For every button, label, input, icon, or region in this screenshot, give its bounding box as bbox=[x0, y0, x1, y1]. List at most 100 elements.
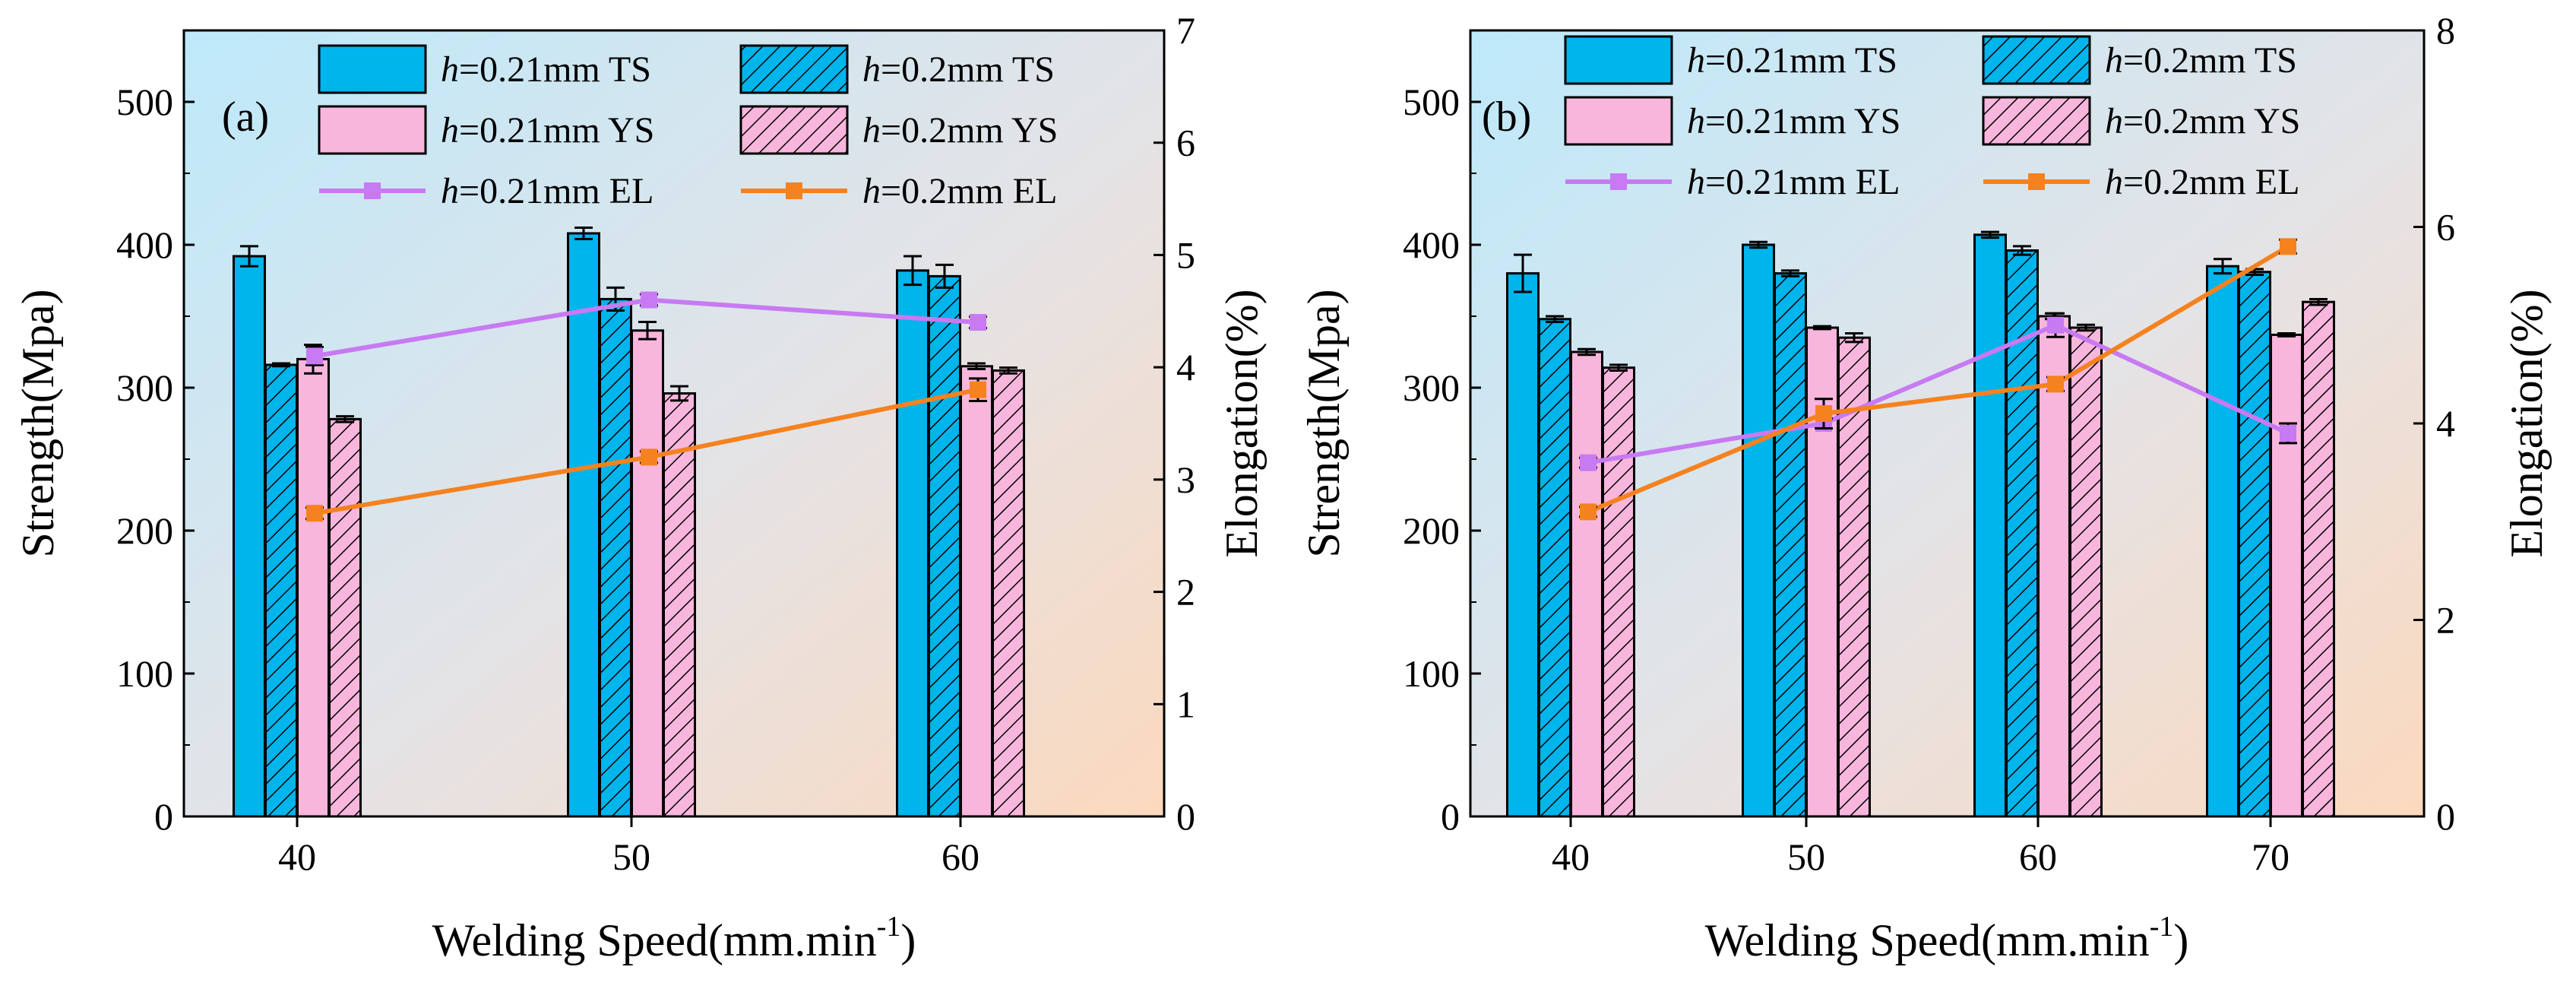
legend-swatch-ts-hatch bbox=[1982, 35, 2091, 85]
legend-label-italic: h bbox=[1687, 162, 1705, 202]
y2-axis-title: Elongation(%) bbox=[1217, 289, 1267, 557]
legend-marker-el-021 bbox=[364, 182, 381, 199]
bar-ts-60 bbox=[1973, 233, 2007, 818]
panel-tag: (b) bbox=[1482, 94, 1531, 141]
legend-label-rest: =0.21mm TS bbox=[1705, 40, 1897, 81]
bar-ts-hatch-50 bbox=[599, 297, 632, 818]
lines-group bbox=[305, 291, 987, 522]
legend-label-rest: =0.21mm YS bbox=[459, 110, 654, 151]
legend: h=0.21mm TS h=0.2mm TSh=0.21mm YS h=0.2mm … bbox=[318, 44, 1058, 211]
bar-ts-40 bbox=[233, 255, 266, 818]
y2-axis-title: Elongation(%) bbox=[2502, 289, 2552, 557]
plot-frame bbox=[182, 29, 1166, 818]
legend-label: h=0.2mm EL bbox=[862, 171, 1057, 211]
legend-swatch-ys-hatch bbox=[1982, 96, 2091, 146]
legend-label-italic: h bbox=[862, 110, 881, 151]
point-el-021-60 bbox=[970, 314, 986, 331]
bar-ts-hatch-40 bbox=[264, 363, 298, 818]
bar-ts-50 bbox=[567, 232, 600, 818]
y-axis-title: Strength(Mpa) bbox=[13, 289, 63, 557]
legend-label-rest: =0.2mm EL bbox=[881, 171, 1057, 211]
x-tick-label: 50 bbox=[1787, 835, 1825, 878]
legend-swatch-ts bbox=[1564, 35, 1673, 85]
x-tick-label: 60 bbox=[2019, 835, 2057, 878]
y-tick-label: 200 bbox=[1403, 509, 1460, 552]
legend-label-rest: =0.2mm TS bbox=[2123, 40, 2297, 81]
point-el-021-60 bbox=[2047, 316, 2064, 334]
bar-ts-hatch-40 bbox=[1538, 318, 1571, 818]
point-el-02-50 bbox=[1815, 405, 1832, 423]
legend-label-rest: =0.21mm TS bbox=[459, 49, 651, 90]
y2-tick-label: 5 bbox=[1176, 233, 1195, 276]
legend-label-italic: h bbox=[1687, 40, 1705, 81]
bar-ys-50 bbox=[1805, 326, 1839, 818]
legend-label-rest: =0.2mm YS bbox=[2123, 101, 2300, 141]
y2-tick-label: 4 bbox=[2436, 402, 2455, 445]
y-tick-label: 400 bbox=[1403, 223, 1460, 266]
bar-ys-40 bbox=[1570, 350, 1603, 818]
line-el-021 bbox=[1587, 322, 2290, 465]
legend-label-rest: =0.2mm EL bbox=[2123, 162, 2299, 202]
legend-label: h=0.21mm TS bbox=[1687, 40, 1897, 81]
bar-ts-60 bbox=[896, 269, 929, 818]
y-tick-label: 300 bbox=[1403, 366, 1460, 409]
legend-label-rest: =0.2mm TS bbox=[881, 49, 1055, 90]
y-tick-label: 400 bbox=[116, 223, 173, 266]
bar-ts-hatch-60 bbox=[928, 274, 961, 818]
legend-label: h=0.21mm TS bbox=[441, 49, 651, 90]
legend-label: h=0.2mm TS bbox=[2105, 40, 2297, 81]
bar-ys-hatch-40 bbox=[1602, 366, 1635, 818]
y2-tick-label: 6 bbox=[2436, 206, 2455, 249]
y2-tick-label: 0 bbox=[1176, 795, 1195, 838]
x-tick-label: 40 bbox=[1552, 835, 1590, 878]
legend-label-italic: h bbox=[441, 49, 459, 90]
x-axis-title: Welding Speed(mm.min-1) bbox=[1705, 911, 2189, 965]
line-el-02 bbox=[1587, 244, 2290, 515]
legend-swatch-ts bbox=[318, 44, 427, 94]
y-tick-label: 0 bbox=[154, 795, 173, 838]
y2-tick-label: 8 bbox=[2436, 9, 2455, 52]
bar-ys-hatch-40 bbox=[328, 417, 362, 818]
y2-tick-label: 2 bbox=[2436, 599, 2455, 642]
bars-group bbox=[233, 226, 1025, 818]
legend-marker-el-021 bbox=[1610, 173, 1627, 190]
point-el-02-60 bbox=[970, 381, 986, 398]
point-el-02-60 bbox=[2047, 376, 2064, 393]
legend-label: h=0.21mm YS bbox=[441, 110, 654, 151]
bar-ts-40 bbox=[1506, 272, 1540, 818]
bars-group bbox=[1506, 230, 2335, 818]
axes-group: 0 100 200 300 400 500 0 1 2 3 4 5 6 7 40 50 60 bbox=[116, 9, 1195, 878]
y-tick-label: 300 bbox=[116, 366, 173, 409]
panel-tag: (a) bbox=[222, 94, 269, 141]
bar-ys-60 bbox=[2037, 315, 2071, 818]
y-tick-label: 100 bbox=[116, 652, 173, 695]
point-el-02-40 bbox=[306, 505, 323, 522]
bar-ys-hatch-50 bbox=[663, 392, 696, 818]
point-el-02-50 bbox=[641, 449, 657, 466]
legend-label: h=0.2mm YS bbox=[2105, 101, 2300, 141]
bar-ys-hatch-70 bbox=[2302, 300, 2335, 818]
y-tick-label: 500 bbox=[1403, 81, 1460, 123]
x-tick-label: 50 bbox=[612, 835, 650, 878]
bar-ys-50 bbox=[631, 329, 664, 818]
y2-tick-label: 0 bbox=[2436, 795, 2455, 838]
legend-label-italic: h bbox=[1687, 101, 1705, 141]
bar-ys-70 bbox=[2270, 333, 2303, 818]
legend-label: h=0.2mm EL bbox=[2105, 162, 2299, 202]
bar-ts-hatch-50 bbox=[1774, 272, 1807, 818]
legend-swatch-ys-hatch bbox=[739, 105, 849, 155]
legend-label: h=0.21mm EL bbox=[441, 171, 653, 211]
point-el-021-40 bbox=[1580, 454, 1597, 471]
legend: h=0.21mm TS h=0.2mm TSh=0.21mm YS h=0.2mm … bbox=[1564, 35, 2300, 202]
legend-label-italic: h bbox=[2105, 101, 2123, 141]
y-tick-label: 0 bbox=[1441, 795, 1460, 838]
legend-label-rest: =0.2mm YS bbox=[881, 110, 1058, 151]
legend-label-italic: h bbox=[862, 171, 881, 211]
legend-label-italic: h bbox=[2105, 162, 2123, 202]
axes-group: 0 100 200 300 400 500 0 2 4 6 8 40 50 60 70 bbox=[1403, 9, 2455, 878]
legend-swatch-ts-hatch bbox=[739, 44, 849, 94]
point-el-02-70 bbox=[2280, 238, 2296, 255]
point-el-021-50 bbox=[641, 291, 657, 309]
